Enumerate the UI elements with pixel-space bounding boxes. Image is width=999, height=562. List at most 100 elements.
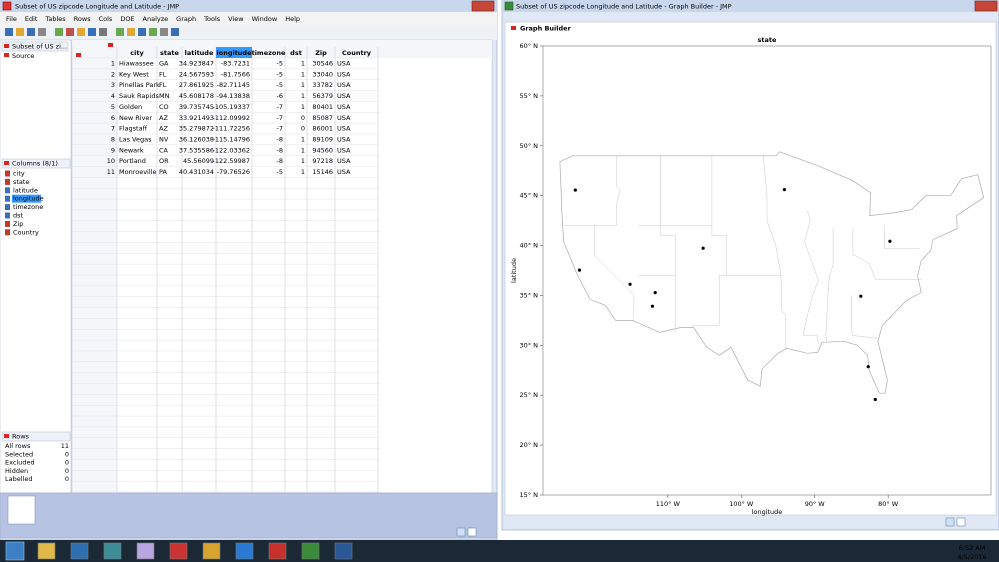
status-button[interactable]	[956, 517, 966, 527]
table-cell: -7	[277, 125, 283, 133]
status-button[interactable]	[467, 527, 477, 537]
red-triangle[interactable]	[108, 43, 113, 47]
taskbar-app[interactable]	[301, 542, 320, 560]
column-name[interactable]: Zip	[13, 220, 23, 228]
menu-item[interactable]: Tables	[44, 15, 66, 23]
column-name[interactable]: state	[13, 178, 29, 186]
red-triangle[interactable]	[4, 44, 9, 48]
table-cell: 1	[301, 168, 305, 176]
column-icon	[5, 229, 10, 236]
x-tick-label: 90° W	[805, 500, 826, 508]
column-header[interactable]: city	[130, 49, 144, 57]
column-name[interactable]: longitude	[13, 195, 44, 203]
column-name[interactable]: Country	[13, 228, 39, 236]
column-name[interactable]: dst	[13, 212, 24, 220]
toolbar-button[interactable]	[77, 28, 85, 36]
table-cell: Las Vegas	[119, 135, 152, 143]
toolbar-button[interactable]	[171, 28, 179, 36]
toolbar-button[interactable]	[27, 28, 35, 36]
y-tick-label: 35° N	[520, 291, 539, 299]
table-cell: 0	[301, 125, 305, 133]
menu-item[interactable]: Rows	[74, 15, 92, 23]
start-button[interactable]	[5, 541, 25, 561]
table-cell: -81.7566	[221, 70, 250, 78]
toolbar-button[interactable]	[99, 28, 107, 36]
red-triangle[interactable]	[511, 26, 516, 30]
toolbar-button[interactable]	[138, 28, 146, 36]
column-header[interactable]: latitude	[185, 49, 214, 57]
table-cell: Flagstaff	[119, 125, 148, 133]
column-icon	[5, 170, 10, 177]
column-header[interactable]: timezone	[252, 49, 286, 57]
columns-header: Columns (8/1)	[12, 160, 58, 168]
column-name[interactable]: timezone	[13, 203, 43, 211]
menu-item[interactable]: Tools	[203, 15, 221, 23]
menu-item[interactable]: Window	[252, 15, 278, 23]
menu-item[interactable]: Edit	[25, 15, 38, 23]
toolbar-button[interactable]	[116, 28, 124, 36]
column-header[interactable]: state	[160, 49, 179, 57]
close-button[interactable]	[974, 0, 998, 12]
taskbar-app[interactable]	[169, 542, 188, 560]
toolbar-button[interactable]	[127, 28, 135, 36]
table-cell: 37.535586	[179, 146, 214, 154]
rows-header-box	[1, 431, 71, 442]
x-axis-label: longitude	[752, 508, 783, 516]
taskbar-app[interactable]	[202, 542, 221, 560]
column-icon	[5, 204, 10, 211]
column-header[interactable]: Country	[342, 49, 372, 57]
taskbar-app[interactable]	[70, 542, 89, 560]
column-name[interactable]: latitude	[13, 186, 38, 194]
taskbar-app[interactable]	[268, 542, 287, 560]
taskbar-app[interactable]	[103, 542, 122, 560]
status-button[interactable]	[456, 527, 466, 537]
table-cell: 1	[301, 92, 305, 100]
table-cell: 30546	[312, 60, 333, 68]
toolbar-button[interactable]	[5, 28, 13, 36]
status-button[interactable]	[945, 517, 955, 527]
red-triangle[interactable]	[4, 161, 9, 165]
table-cell: 1	[301, 135, 305, 143]
column-header[interactable]: dst	[290, 49, 302, 57]
toolbar-button[interactable]	[55, 28, 63, 36]
toolbar-button[interactable]	[88, 28, 96, 36]
toolbar-button[interactable]	[160, 28, 168, 36]
taskbar-app[interactable]	[37, 542, 56, 560]
toolbar-button[interactable]	[66, 28, 74, 36]
plot-frame	[542, 45, 992, 496]
table-cell: 45.56099	[183, 157, 214, 165]
table-cell: 34.923847	[179, 60, 214, 68]
red-triangle[interactable]	[76, 53, 81, 57]
menu-item[interactable]: Analyze	[143, 15, 169, 23]
menu-item[interactable]: File	[6, 15, 17, 23]
row-number: 4	[111, 92, 115, 100]
table-cell: 1	[301, 103, 305, 111]
column-name[interactable]: city	[13, 170, 25, 178]
table-cell: Monroeville	[119, 168, 156, 176]
toolbar-button[interactable]	[16, 28, 24, 36]
menu-item[interactable]: Cols	[99, 15, 113, 23]
menu-item[interactable]: View	[228, 15, 244, 23]
column-header[interactable]: Zip	[315, 49, 327, 57]
table-cell: 56379	[312, 92, 333, 100]
menu-item[interactable]: Help	[285, 15, 300, 23]
window-title: Subset of US zipcode Longitude and Latit…	[15, 3, 179, 11]
menu-item[interactable]: Graph	[176, 15, 196, 23]
y-tick-label: 60° N	[520, 42, 539, 50]
data-point	[873, 397, 877, 402]
table-cell: 80401	[312, 103, 333, 111]
table-cell: -122.59987	[213, 157, 251, 165]
column-header[interactable]: longitude	[217, 49, 253, 57]
menu-item[interactable]: DOE	[120, 15, 134, 23]
table-cell: 1	[301, 70, 305, 78]
taskbar-app[interactable]	[136, 542, 155, 560]
toolbar-button[interactable]	[149, 28, 157, 36]
close-button[interactable]	[471, 0, 495, 12]
red-triangle[interactable]	[4, 53, 9, 57]
table-cell: -5	[277, 168, 283, 176]
row-number: 6	[111, 114, 115, 122]
taskbar-app[interactable]	[334, 542, 353, 560]
taskbar-app[interactable]	[235, 542, 254, 560]
red-triangle[interactable]	[4, 434, 9, 438]
toolbar-button[interactable]	[38, 28, 46, 36]
